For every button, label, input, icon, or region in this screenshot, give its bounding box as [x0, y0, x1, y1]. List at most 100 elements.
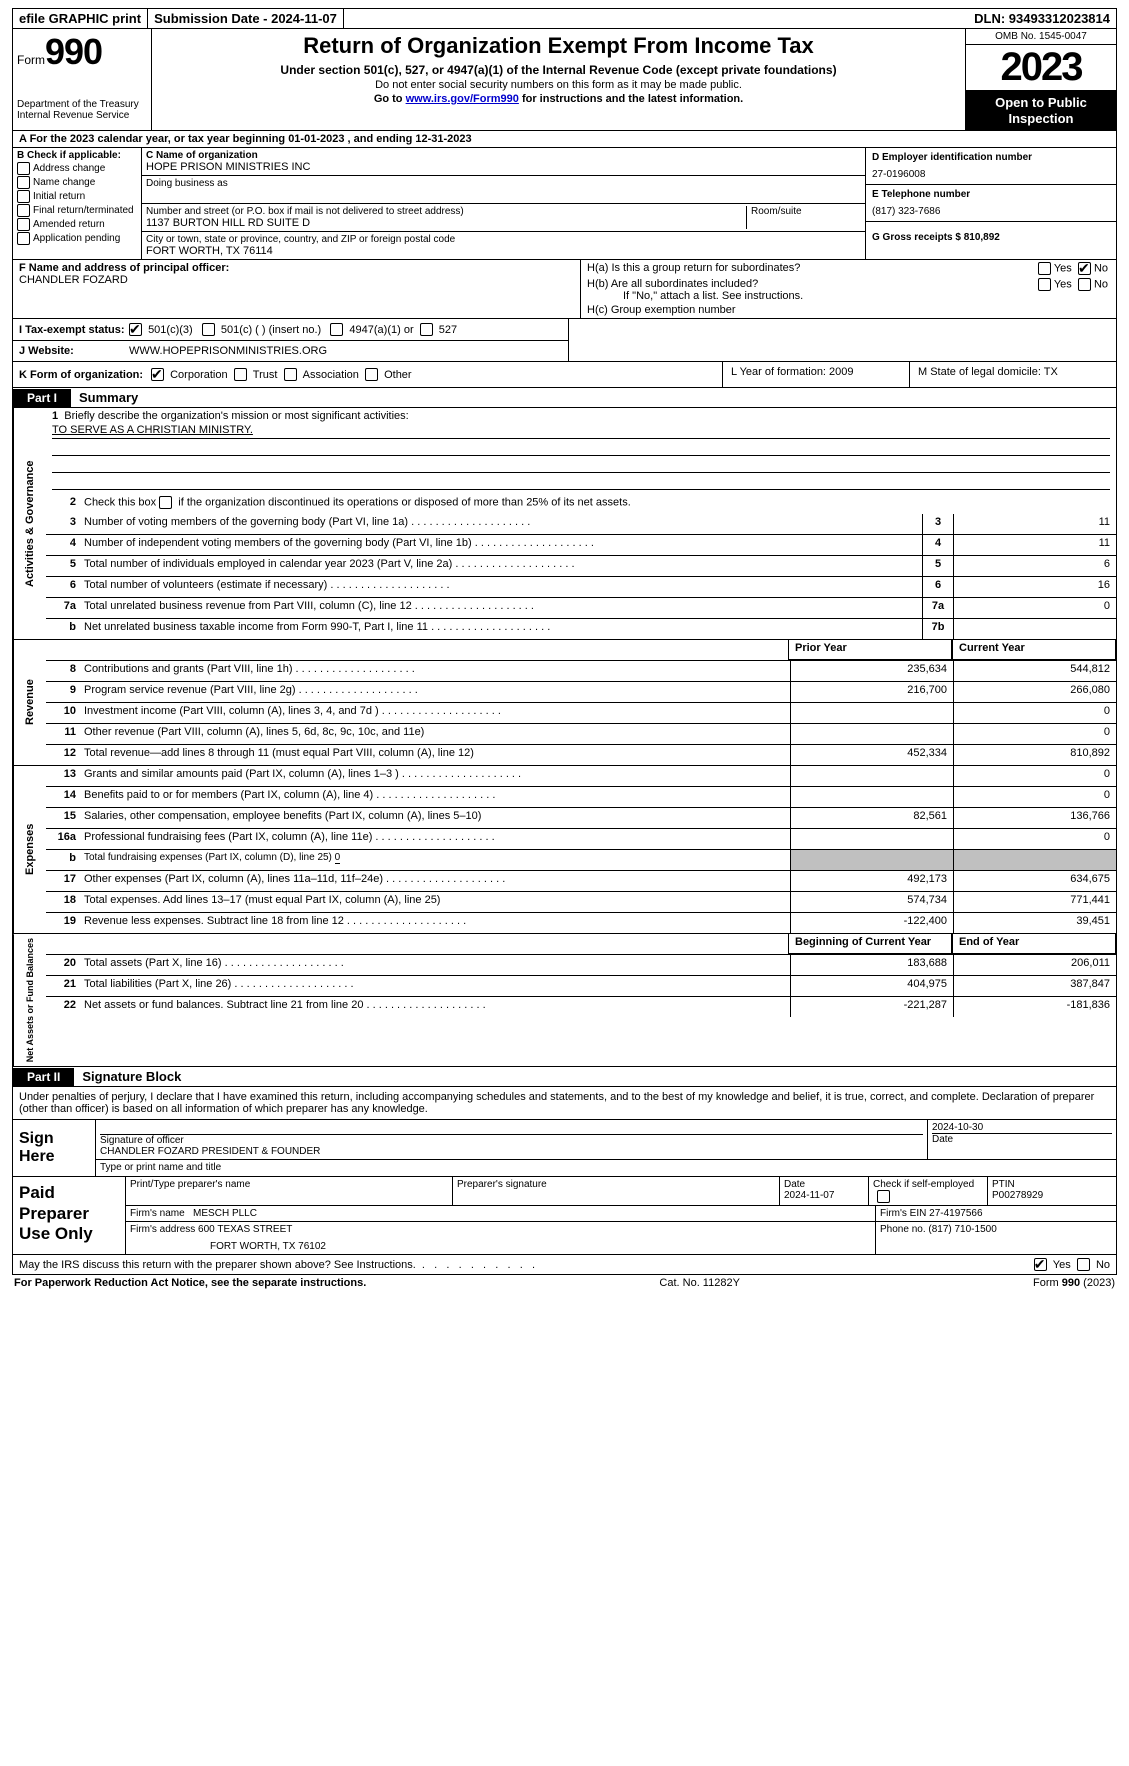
chk-501c[interactable] — [202, 323, 215, 336]
l10-desc: Investment income (Part VIII, column (A)… — [80, 703, 790, 723]
l10-prior — [790, 703, 953, 723]
sig-officer-cell: Signature of officer CHANDLER FOZARD PRE… — [96, 1120, 928, 1159]
form-word: Form — [17, 53, 45, 67]
l3-box: 3 — [922, 514, 953, 534]
dept-treasury: Department of the Treasury Internal Reve… — [17, 99, 147, 121]
chk-initial-return[interactable] — [17, 190, 30, 203]
l7b-num: b — [46, 619, 80, 639]
chk-final-return[interactable] — [17, 204, 30, 217]
c-street-val: 1137 BURTON HILL RD SUITE D — [146, 217, 742, 229]
ha-no[interactable] — [1078, 262, 1091, 275]
lbl-amended-return: Amended return — [33, 219, 105, 230]
chk-amended-return[interactable] — [17, 218, 30, 231]
l11-prior — [790, 724, 953, 744]
sig-date-cell: 2024-10-30 Date — [928, 1120, 1116, 1159]
firm-lbl: Firm's name — [130, 1208, 187, 1219]
l3-num: 3 — [46, 514, 80, 534]
sig-officer-lbl: Signature of officer — [100, 1135, 923, 1146]
l16b-prior-grey — [790, 850, 953, 870]
f-val: CHANDLER FOZARD — [19, 274, 574, 286]
l4-desc: Number of independent voting members of … — [80, 535, 922, 555]
fphone-val: (817) 710-1500 — [928, 1224, 996, 1235]
l16b-num: b — [46, 850, 80, 870]
l4-val: 11 — [953, 535, 1116, 555]
form-subtitle: Under section 501(c), 527, or 4947(a)(1)… — [158, 63, 959, 77]
l17-prior: 492,173 — [790, 871, 953, 891]
l6-num: 6 — [46, 577, 80, 597]
l12-curr: 810,892 — [953, 745, 1116, 765]
l9-prior: 216,700 — [790, 682, 953, 702]
form-title: Return of Organization Exempt From Incom… — [158, 33, 959, 59]
irs-link[interactable]: www.irs.gov/Form990 — [406, 93, 519, 105]
l-year: L Year of formation: 2009 — [722, 362, 909, 387]
chk-4947[interactable] — [330, 323, 343, 336]
d-lbl: D Employer identification number — [872, 152, 1110, 163]
chk-501c3[interactable] — [129, 323, 142, 336]
fein-lbl: Firm's EIN — [880, 1208, 929, 1219]
hb-no[interactable] — [1078, 278, 1091, 291]
lbl-name-change: Name change — [33, 177, 95, 188]
j-lbl: J Website: — [19, 345, 129, 357]
l7a-val: 0 — [953, 598, 1116, 618]
header-left: Form 990 Department of the Treasury Inte… — [13, 29, 152, 130]
l8-num: 8 — [46, 661, 80, 681]
l21-desc: Total liabilities (Part X, line 26) — [80, 976, 790, 996]
col-c-org: C Name of organization HOPE PRISON MINIS… — [142, 148, 865, 259]
hb-note: If "No," attach a list. See instructions… — [587, 290, 1110, 302]
l1-val: TO SERVE AS A CHRISTIAN MINISTRY. — [52, 424, 1110, 439]
section-governance: Activities & Governance 1 Briefly descri… — [12, 408, 1117, 640]
hb-yes[interactable] — [1038, 278, 1051, 291]
l18-curr: 771,441 — [953, 892, 1116, 912]
irs-discuss-row: May the IRS discuss this return with the… — [12, 1255, 1117, 1275]
l14-num: 14 — [46, 787, 80, 807]
ptin-lbl: PTIN — [992, 1179, 1112, 1190]
lbl-corp: Corporation — [170, 369, 227, 381]
submission-date: Submission Date - 2024-11-07 — [148, 9, 344, 28]
irs-yes[interactable] — [1034, 1258, 1047, 1271]
chk-name-change[interactable] — [17, 176, 30, 189]
k-lbl: K Form of organization: — [19, 369, 143, 381]
chk-address-change[interactable] — [17, 162, 30, 175]
l5-num: 5 — [46, 556, 80, 576]
chk-527[interactable] — [420, 323, 433, 336]
l5-desc: Total number of individuals employed in … — [80, 556, 922, 576]
l6-box: 6 — [922, 577, 953, 597]
chk-application-pending[interactable] — [17, 232, 30, 245]
l12-prior: 452,334 — [790, 745, 953, 765]
l5-val: 6 — [953, 556, 1116, 576]
l8-curr: 544,812 — [953, 661, 1116, 681]
paid-lbl: Paid Preparer Use Only — [13, 1177, 126, 1254]
ha-yes[interactable] — [1038, 262, 1051, 275]
chk-assoc[interactable] — [284, 368, 297, 381]
prior-year-hdr: Prior Year — [788, 640, 952, 660]
l6-val: 16 — [953, 577, 1116, 597]
chk-self-employed[interactable] — [877, 1190, 890, 1203]
l15-curr: 136,766 — [953, 808, 1116, 828]
l7a-box: 7a — [922, 598, 953, 618]
chk-trust[interactable] — [234, 368, 247, 381]
l7a-desc: Total unrelated business revenue from Pa… — [80, 598, 922, 618]
col-deg: D Employer identification number 27-0196… — [865, 148, 1116, 259]
c-street-lbl: Number and street (or P.O. box if mail i… — [146, 206, 742, 217]
l16a-desc: Professional fundraising fees (Part IX, … — [80, 829, 790, 849]
l10-curr: 0 — [953, 703, 1116, 723]
c-city-lbl: City or town, state or province, country… — [146, 234, 861, 245]
c-dba-lbl: Doing business as — [146, 178, 861, 189]
mission-line4 — [52, 475, 1110, 490]
ha-yes-lbl: Yes — [1054, 262, 1072, 274]
lbl-application-pending: Application pending — [33, 233, 120, 244]
irs-no-lbl: No — [1096, 1259, 1110, 1271]
sig-type-cell: Type or print name and title — [96, 1160, 1116, 1175]
page-footer: For Paperwork Reduction Act Notice, see … — [12, 1275, 1117, 1291]
l18-prior: 574,734 — [790, 892, 953, 912]
irs-no[interactable] — [1077, 1258, 1090, 1271]
chk-other[interactable] — [365, 368, 378, 381]
paid-preparer-block: Paid Preparer Use Only Print/Type prepar… — [12, 1177, 1117, 1255]
l18-desc: Total expenses. Add lines 13–17 (must eq… — [80, 892, 790, 912]
chk-discontinued[interactable] — [159, 496, 172, 509]
sig-date-lbl: Date — [932, 1134, 1112, 1145]
irs-q: May the IRS discuss this return with the… — [19, 1259, 416, 1271]
l13-curr: 0 — [953, 766, 1116, 786]
chk-corp[interactable] — [151, 368, 164, 381]
j-val: WWW.HOPEPRISONMINISTRIES.ORG — [129, 345, 327, 357]
